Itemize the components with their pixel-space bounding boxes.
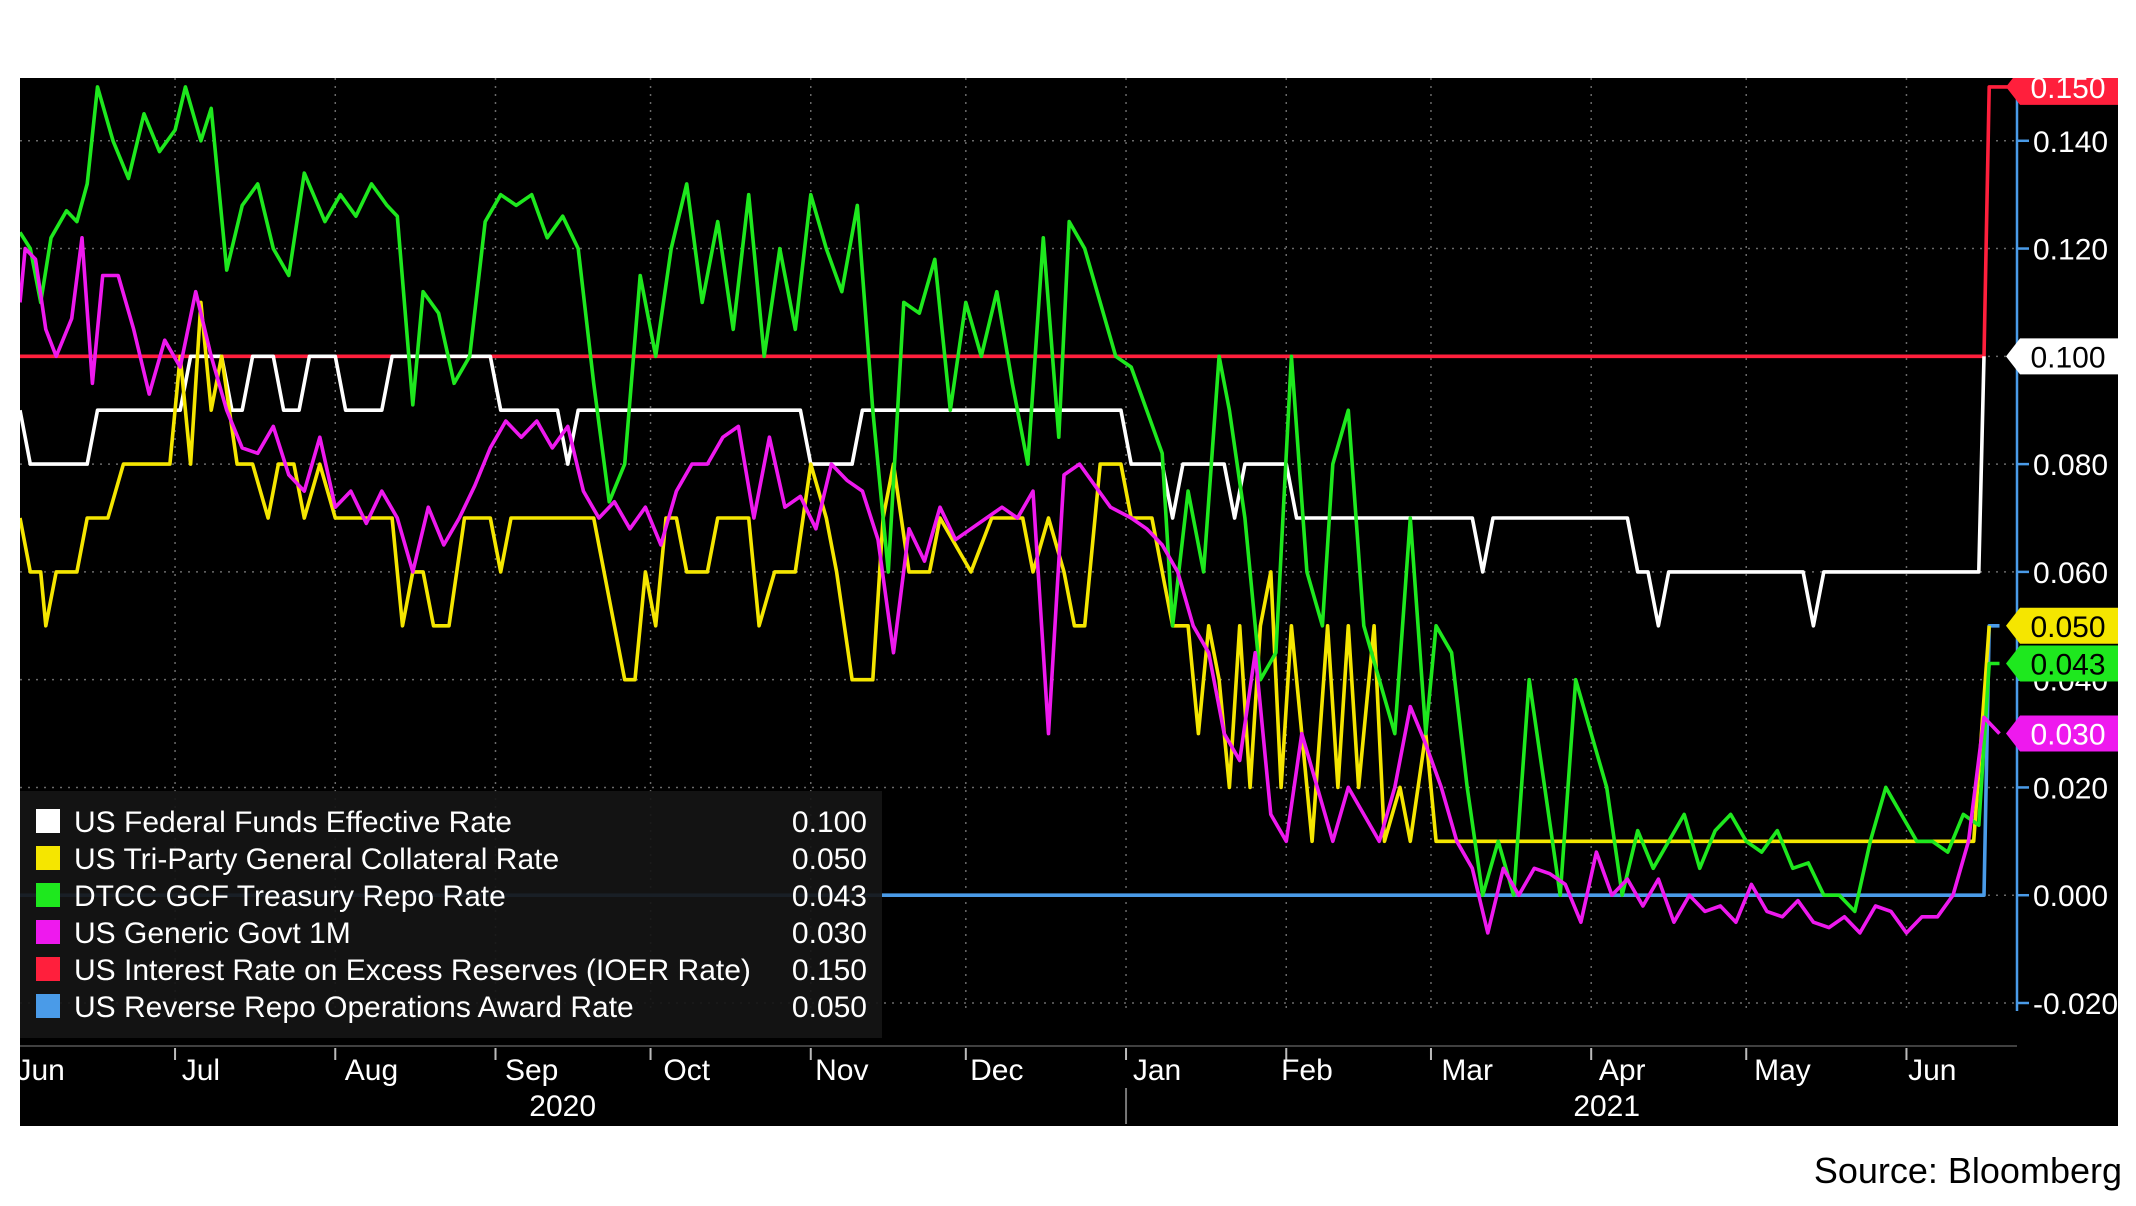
series-line [20,85,2000,914]
x-month-label: Jul [182,1054,220,1087]
legend-swatch [36,920,60,944]
x-month-label: Mar [1441,1054,1493,1087]
x-month-label: Jun [20,1054,65,1087]
x-axis: Jun Jul Aug Sep Oct Nov Dec Jan Feb Mar Apr May Jun 2… [20,1045,2017,1124]
value-tag [2006,645,2118,682]
legend-value: 0.150 [792,954,867,987]
series-line [20,85,2010,359]
y-tick-label: 0.060 [2033,557,2108,590]
series-line [20,354,1986,628]
y-tick-label: 0.080 [2033,449,2108,482]
x-month-label: Dec [970,1054,1023,1087]
value-tag [2006,607,2118,644]
chart-panel: 0.1600.1400.1200.1000.0800.0600.0400.020… [20,78,2118,1126]
x-month-label: May [1754,1054,1811,1087]
value-tags: 0.150 0.100 0.050 0.043 0.030 [2006,78,2118,752]
series-lines [20,85,2010,935]
value-tag [2006,715,2118,752]
value-tag-label: 0.030 [2030,719,2105,752]
x-month-label: Nov [815,1054,868,1087]
y-tick-label: -0.020 [2033,988,2118,1021]
line-chart: 0.1600.1400.1200.1000.0800.0600.0400.020… [20,78,2118,1124]
series-line [20,624,2000,897]
legend-label: US Generic Govt 1M [74,917,351,950]
x-year-label: 2020 [529,1090,596,1123]
y-tick-label: 0.120 [2033,234,2108,267]
x-month-label: Sep [505,1054,558,1087]
x-month-label: Feb [1281,1054,1333,1087]
legend-swatch [36,957,60,981]
legend-value: 0.100 [792,806,867,839]
x-month-label: Jun [1908,1054,1956,1087]
legend-swatch [36,809,60,833]
y-tick-label: 0.000 [2033,880,2108,913]
value-tag [2006,78,2118,105]
series-line [20,300,1991,844]
legend-value: 0.043 [792,880,867,913]
legend-swatch [36,846,60,870]
value-tag-label: 0.050 [2030,611,2105,644]
x-year-label: 2021 [1573,1090,1640,1123]
legend-value: 0.050 [792,991,867,1024]
x-month-label: Aug [345,1054,398,1087]
y-axis: 0.1600.1400.1200.1000.0800.0600.0400.020… [2015,80,2118,1021]
legend-swatch [36,883,60,907]
legend-swatch [36,994,60,1018]
legend-label: US Reverse Repo Operations Award Rate [74,991,634,1024]
legend-label: DTCC GCF Treasury Repo Rate [74,880,506,913]
legend-box [20,791,882,1038]
x-month-label: Jan [1133,1054,1181,1087]
legend-label: US Tri-Party General Collateral Rate [74,843,559,876]
x-month-label: Oct [663,1054,710,1087]
series-line [20,236,2001,935]
legend-value: 0.030 [792,917,867,950]
legend-label: US Interest Rate on Excess Reserves (IOE… [74,954,751,987]
value-tag-label: 0.150 [2030,78,2105,105]
source-note: Source: Bloomberg [1813,1150,2122,1191]
value-tag-label: 0.100 [2030,341,2105,374]
legend: US Federal Funds Effective Rate 0.100 US T… [20,791,882,1038]
legend-label: US Federal Funds Effective Rate [74,806,512,839]
legend-value: 0.050 [792,843,867,876]
value-tag [2006,338,2118,375]
x-month-label: Apr [1599,1054,1646,1087]
y-tick-label: 0.020 [2033,772,2108,805]
y-tick-label: 0.140 [2033,126,2108,159]
value-tag-label: 0.043 [2030,649,2105,682]
